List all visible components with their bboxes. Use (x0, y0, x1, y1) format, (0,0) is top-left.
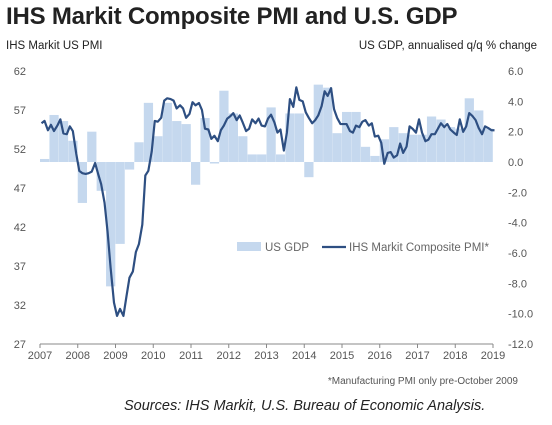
gdp-bar (313, 84, 323, 162)
legend-gdp-label: US GDP (265, 242, 309, 254)
y-right-tick-label: -12.0 (508, 339, 533, 351)
gdp-bar (257, 154, 267, 162)
y-right-tick-label: 6.0 (508, 66, 523, 78)
gdp-bar (106, 162, 116, 287)
y-right-tick-label: -8.0 (508, 278, 527, 290)
chart-legend: US GDP IHS Markit Composite PMI* (237, 242, 489, 254)
y-left-tick-label: 52 (14, 144, 26, 156)
gdp-bar (464, 98, 474, 162)
gdp-bar (266, 107, 276, 162)
pmi-line-layer (40, 86, 495, 318)
x-tick-label: 2007 (28, 350, 52, 362)
gdp-bar (323, 87, 333, 162)
x-tick-label: 2012 (217, 350, 241, 362)
pmi-line (40, 86, 495, 318)
gdp-bar (40, 158, 50, 162)
x-tick-label: 2010 (141, 350, 165, 362)
y-left-tick-label: 57 (14, 105, 26, 117)
legend-pmi-label: IHS Markit Composite PMI* (349, 242, 489, 254)
gdp-bar (49, 114, 59, 162)
gdp-bar (153, 136, 163, 162)
gdp-bar (172, 121, 182, 162)
gdp-bar (426, 116, 437, 162)
x-tick-label: 2009 (103, 350, 127, 362)
x-tick-label: 2016 (368, 350, 392, 362)
gdp-bar (379, 139, 389, 162)
gdp-bar (200, 118, 210, 162)
gdp-bar (181, 124, 191, 162)
gdp-bar (275, 154, 286, 162)
gdp-bar (87, 131, 97, 162)
gdp-bar (398, 133, 408, 162)
gdp-bar (332, 133, 342, 162)
right-axis-title: US GDP, annualised q/q % change (358, 40, 537, 52)
gdp-bars (40, 84, 493, 287)
gdp-bar (342, 111, 352, 162)
gdp-bar (483, 128, 493, 162)
chart-footnote: *Manufacturing PMI only pre-October 2009 (327, 376, 518, 387)
x-tick-label: 2017 (405, 350, 429, 362)
y-left-tick-label: 62 (14, 66, 26, 78)
gdp-bar (474, 110, 484, 162)
gdp-bar (360, 146, 371, 162)
x-tick-label: 2011 (179, 350, 203, 362)
gdp-bar (134, 142, 144, 162)
gdp-bar (238, 136, 248, 162)
x-tick-label: 2014 (292, 350, 316, 362)
y-left-tick-label: 47 (14, 183, 26, 195)
y-right-tick-label: -6.0 (508, 248, 527, 260)
gdp-bar (445, 127, 456, 162)
y-right-tick-label: 0.0 (508, 157, 523, 169)
y-left-tick-label: 37 (14, 261, 26, 273)
y-left-tick-label: 32 (14, 300, 26, 312)
sources-note: Sources: IHS Markit, U.S. Bureau of Econ… (124, 398, 486, 414)
gdp-bar (408, 134, 418, 162)
gdp-bar (58, 121, 69, 162)
gdp-bar (124, 162, 135, 170)
x-tick-label: 2013 (254, 350, 278, 362)
y-right-tick-label: -4.0 (508, 218, 527, 230)
gdp-bar (351, 111, 361, 162)
x-tick-label: 2008 (66, 350, 90, 362)
y-left-tick-label: 27 (14, 339, 26, 351)
legend-gdp-swatch (237, 242, 261, 251)
chart-axes: 2007 2008 2009 2010 2011 2012 2013 2014 2015 2016… (14, 66, 533, 362)
gdp-bar (370, 155, 380, 162)
gdp-bar (436, 119, 446, 162)
gdp-bar (143, 102, 154, 162)
gdp-bar (96, 162, 106, 191)
gdp-bar (247, 154, 257, 162)
gdp-bar (294, 113, 305, 162)
x-tick-label: 2015 (330, 350, 354, 362)
gdp-bar (77, 162, 87, 203)
y-right-tick-label: 2.0 (508, 127, 523, 139)
gdp-bar (417, 134, 427, 162)
y-right-tick-label: -10.0 (508, 309, 533, 321)
gdp-bar (285, 113, 295, 162)
y-right-tick-label: -2.0 (508, 187, 527, 199)
gdp-bar (115, 162, 125, 244)
gdp-bar (209, 162, 220, 164)
x-tick-label: 2018 (443, 350, 467, 362)
x-tick-label: 2019 (481, 350, 505, 362)
y-right-tick-label: 4.0 (508, 96, 523, 108)
gdp-bar (68, 140, 78, 162)
gdp-bar (389, 127, 399, 162)
chart-title: IHS Markit Composite PMI and U.S. GDP (6, 3, 458, 30)
gdp-bar (304, 162, 314, 178)
y-left-tick-label: 42 (14, 222, 26, 234)
gdp-bar (162, 102, 172, 162)
gdp-bar (228, 113, 238, 162)
gdp-bar (191, 162, 201, 185)
left-axis-title: IHS Markit US PMI (6, 40, 103, 52)
gdp-bar (455, 128, 465, 162)
